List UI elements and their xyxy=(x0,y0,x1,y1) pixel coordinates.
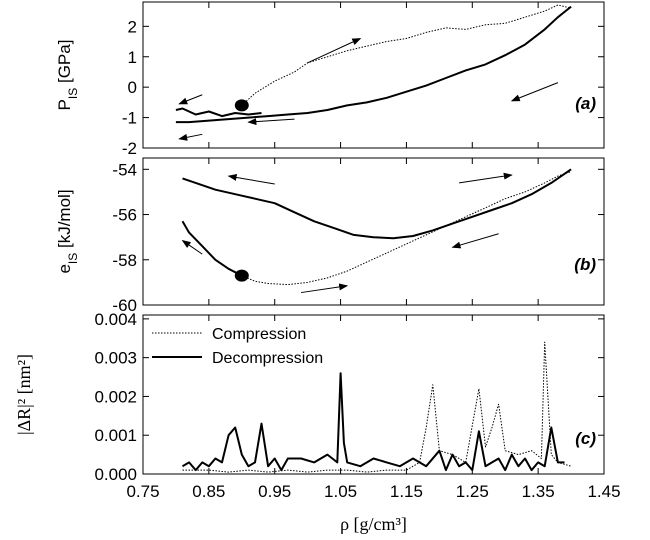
direction-arrow xyxy=(451,233,499,249)
plot-frame xyxy=(142,157,605,306)
y-tick-label: 1 xyxy=(128,48,137,67)
y-tick-label: 0.004 xyxy=(94,310,137,329)
direction-arrow xyxy=(510,82,559,102)
series-decompression-line xyxy=(182,168,572,240)
legend: Compression Decompression xyxy=(152,326,323,367)
panel-label: (b) xyxy=(574,255,596,274)
direction-arrow xyxy=(247,118,295,126)
direction-arrow xyxy=(307,38,362,64)
y-tick-label: -54 xyxy=(112,160,137,179)
y-tick-label: -58 xyxy=(112,251,137,270)
plot-frame xyxy=(142,1,605,149)
panel-c: 0.000 0.001 0.002 0.003 0.004 (c) |ΔR|² [nm²] 0… xyxy=(14,310,621,534)
x-tick-label: 1.05 xyxy=(324,482,357,501)
direction-arrow xyxy=(178,133,203,141)
direction-arrow xyxy=(181,239,203,255)
series-decompression-upper-line xyxy=(175,107,262,118)
panel-label: (a) xyxy=(575,94,596,113)
series-compression-line xyxy=(241,171,572,286)
state-point-marker xyxy=(234,269,249,282)
series-decompression-line xyxy=(182,372,565,472)
plot-frame xyxy=(142,314,605,475)
y-tick-label: 0 xyxy=(128,78,137,97)
y-tick-label: 0.002 xyxy=(94,387,137,406)
direction-arrow xyxy=(459,172,513,184)
panel-a: -2 -1 0 1 2 (a) PIS [GPa] xyxy=(55,1,605,158)
direction-arrow xyxy=(300,283,349,294)
y-tick-label: -1 xyxy=(122,109,137,128)
legend-entry: Compression xyxy=(212,326,306,343)
y-tick-label: -60 xyxy=(112,296,137,315)
y-tick-label: 0.000 xyxy=(94,465,137,484)
x-tick-label: 1.25 xyxy=(456,482,489,501)
y-tick-label: 0.001 xyxy=(94,426,137,445)
series-compression-line xyxy=(241,4,572,106)
x-tick-label: 1.35 xyxy=(522,482,555,501)
panel-b: -60 -58 -56 -54 (b) eIS [kJ/mol] xyxy=(55,157,605,315)
direction-arrow xyxy=(178,94,203,105)
x-tick-label: 1.15 xyxy=(390,482,423,501)
direction-arrow xyxy=(227,173,275,185)
series-decompression-line xyxy=(175,5,572,124)
y-tick-label: 0.003 xyxy=(94,349,137,368)
y-axis-label: PIS [GPa] xyxy=(55,40,80,111)
y-axis-label: eIS [kJ/mol] xyxy=(55,189,80,273)
x-tick-label: 0.85 xyxy=(192,482,225,501)
legend-entry: Decompression xyxy=(212,350,323,367)
x-axis-label: ρ [g/cm³] xyxy=(340,514,407,534)
y-tick-label: 2 xyxy=(128,17,137,36)
series-compression-line xyxy=(182,341,572,473)
x-tick-label: 0.95 xyxy=(258,482,291,501)
y-axis-label: |ΔR|² [nm²] xyxy=(14,354,34,435)
x-tick-label: 0.75 xyxy=(126,482,159,501)
panel-label: (c) xyxy=(575,429,596,448)
x-tick-label: 1.45 xyxy=(587,482,620,501)
series-decompression-lower-line xyxy=(181,220,243,277)
state-point-marker xyxy=(234,99,249,112)
y-tick-label: -56 xyxy=(112,206,137,225)
y-tick-label: -2 xyxy=(122,139,137,158)
